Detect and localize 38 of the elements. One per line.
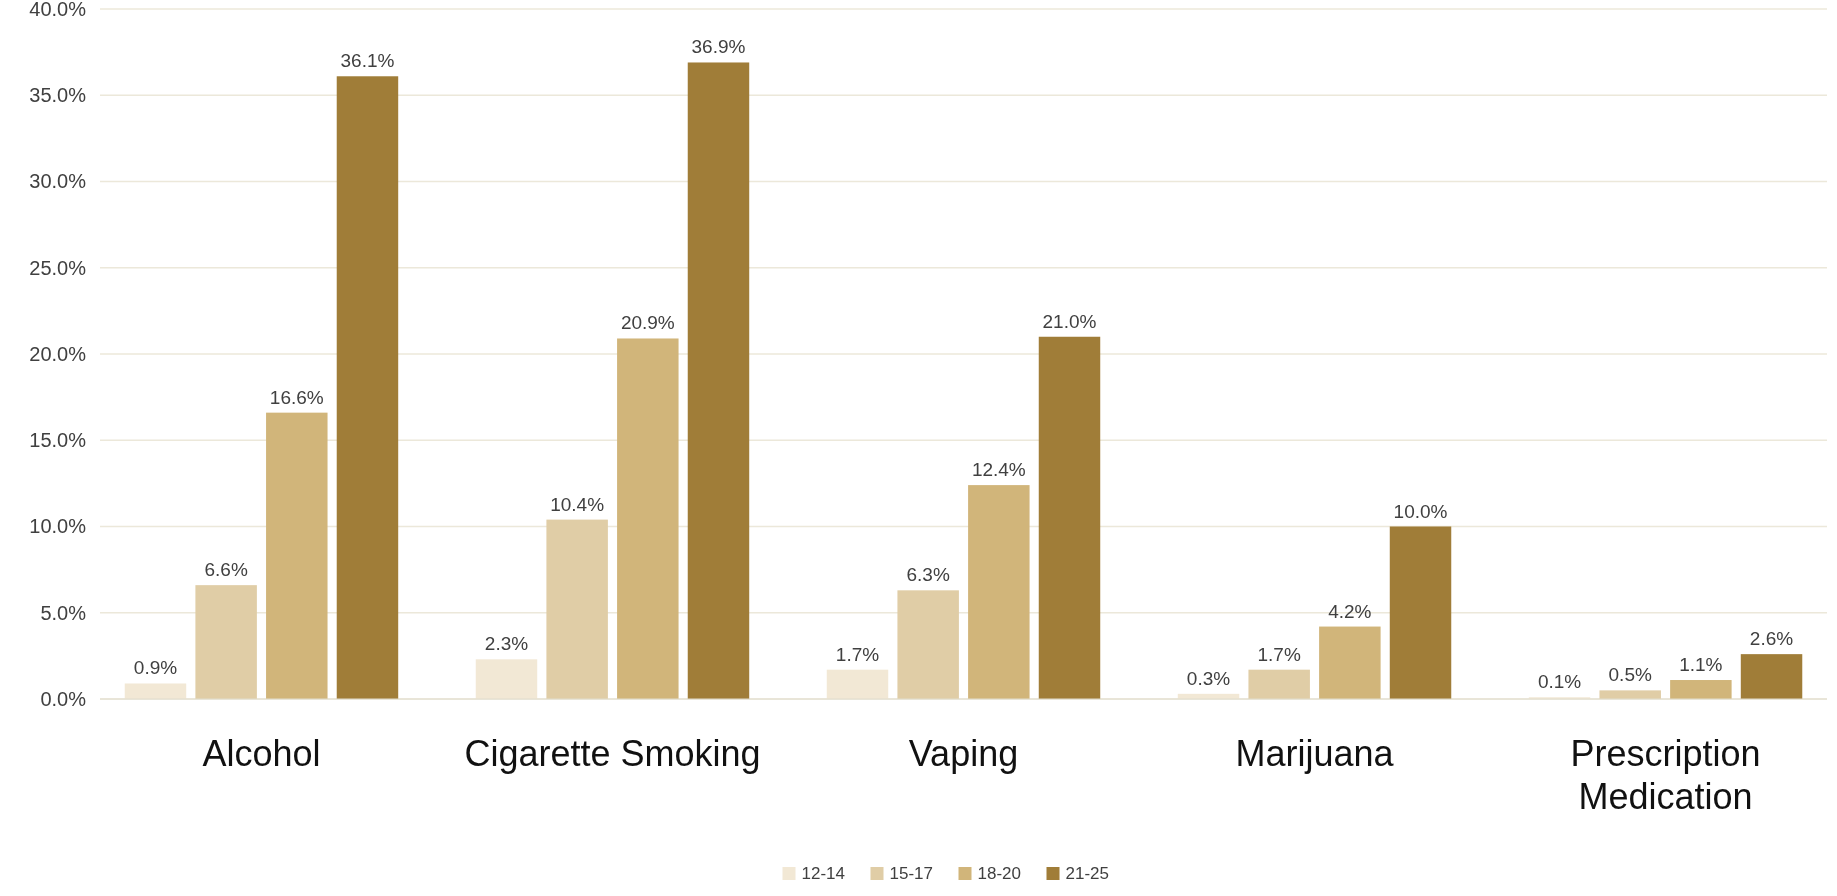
- data-label: 0.3%: [1186, 667, 1231, 689]
- data-label: 0.1%: [1537, 671, 1582, 693]
- data-label: 21.0%: [1042, 310, 1097, 332]
- x-tick-label: Cigarette Smoking: [464, 733, 761, 774]
- y-tick-label: 15.0%: [29, 429, 87, 452]
- y-tick-label: 0.0%: [40, 687, 87, 710]
- y-tick-label: 30.0%: [29, 170, 87, 193]
- data-label: 2.6%: [1749, 628, 1794, 650]
- legend-label: 15-17: [889, 864, 933, 883]
- x-tick-label: Prescription Medication: [1570, 733, 1761, 818]
- data-label: 0.5%: [1608, 664, 1652, 686]
- y-tick-label: 5.0%: [40, 601, 87, 624]
- data-label: 36.1%: [340, 50, 395, 72]
- y-tick-label: 10.0%: [29, 515, 87, 538]
- data-label: 10.0%: [1393, 500, 1448, 522]
- x-tick-label: Marijuana: [1235, 733, 1395, 774]
- data-label: 36.9%: [691, 36, 746, 58]
- x-tick-label: Alcohol: [202, 733, 321, 774]
- data-label: 1.7%: [1257, 643, 1301, 665]
- data-label: 2.3%: [484, 633, 529, 655]
- data-label: 16.6%: [269, 386, 324, 408]
- legend-label: 21-25: [1065, 864, 1109, 883]
- data-label: 0.9%: [133, 657, 178, 679]
- y-tick-label: 25.0%: [29, 256, 87, 279]
- y-tick-label: 40.0%: [29, 0, 87, 20]
- data-label: 1.7%: [835, 643, 880, 665]
- legend-label: 12-14: [801, 864, 845, 883]
- data-label: 4.2%: [1328, 600, 1372, 622]
- data-label: 20.9%: [620, 312, 675, 334]
- legend-label: 18-20: [977, 864, 1021, 883]
- x-tick-label: Vaping: [908, 733, 1019, 774]
- y-tick-label: 35.0%: [29, 84, 87, 107]
- data-label: 1.1%: [1679, 654, 1723, 676]
- y-tick-label: 20.0%: [29, 342, 87, 365]
- data-label: 10.4%: [550, 493, 605, 515]
- data-label: 6.3%: [906, 564, 950, 586]
- data-label: 12.4%: [971, 459, 1026, 481]
- data-label: 6.6%: [204, 559, 248, 581]
